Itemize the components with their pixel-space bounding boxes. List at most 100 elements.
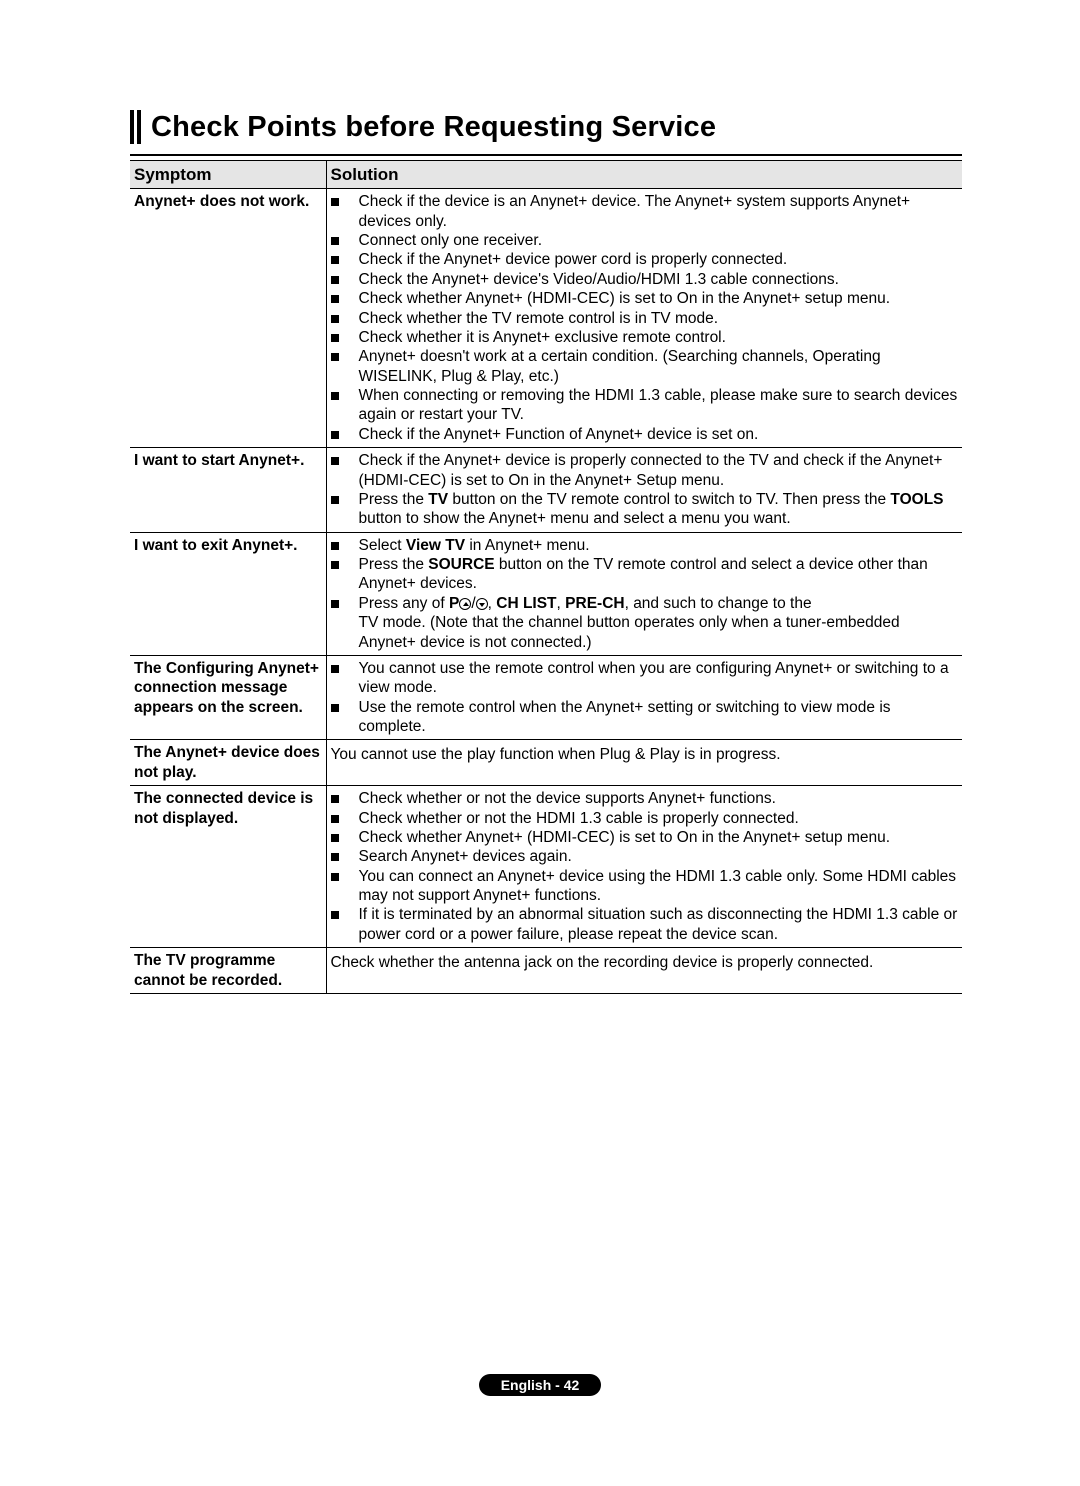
col-header-solution: Solution [326, 161, 962, 189]
col-header-symptom: Symptom [130, 161, 326, 189]
symptom-cell: The TV programme cannot be recorded. [130, 948, 326, 994]
page-title: Check Points before Requesting Service [151, 111, 716, 144]
table-row: I want to start Anynet+. Check if the Any… [130, 448, 962, 533]
solution-list: Select View TV in Anynet+ menu.Press the… [331, 536, 959, 652]
bullet-icon [331, 911, 339, 919]
bullet-icon [331, 704, 339, 712]
solution-cell: Check if the Anynet+ device is properly … [326, 448, 962, 533]
list-item: Press any of P/, CH LIST, PRE-CH, and su… [331, 594, 959, 652]
list-item: Check whether the TV remote control is i… [331, 309, 959, 328]
symptom-cell: The Configuring Anynet+ connection messa… [130, 655, 326, 740]
title-bars-icon [130, 110, 141, 144]
bullet-icon [331, 873, 339, 881]
table-row: The TV programme cannot be recorded.Chec… [130, 948, 962, 994]
table-row: The connected device is not displayed. Ch… [130, 786, 962, 948]
list-item: Check whether Anynet+ (HDMI-CEC) is set … [331, 828, 959, 847]
symptom-cell: I want to exit Anynet+. [130, 532, 326, 655]
list-item-text: You cannot use the remote control when y… [359, 659, 959, 698]
list-item-text: Press the TV button on the TV remote con… [359, 490, 959, 529]
list-item-text: Search Anynet+ devices again. [359, 847, 959, 866]
bullet-icon [331, 853, 339, 861]
solution-list: Check whether or not the device supports… [331, 789, 959, 944]
list-item-text: Anynet+ doesn't work at a certain condit… [359, 347, 959, 386]
table-row: The Anynet+ device does not play.You can… [130, 740, 962, 786]
list-item: You cannot use the remote control when y… [331, 659, 959, 698]
bullet-icon [331, 795, 339, 803]
table-header: Symptom Solution [130, 161, 962, 189]
symptom-cell: Anynet+ does not work. [130, 189, 326, 448]
list-item: Check if the Anynet+ device is properly … [331, 451, 959, 490]
list-item: Select View TV in Anynet+ menu. [331, 536, 959, 555]
bullet-icon [331, 542, 339, 550]
bullet-icon [331, 315, 339, 323]
list-item-text: Check whether Anynet+ (HDMI-CEC) is set … [359, 828, 959, 847]
list-item: Connect only one receiver. [331, 231, 959, 250]
solution-cell: You cannot use the remote control when y… [326, 655, 962, 740]
list-item-text: Check whether it is Anynet+ exclusive re… [359, 328, 959, 347]
troubleshoot-table: Symptom Solution Anynet+ does not work. C… [130, 160, 962, 994]
list-item-text: When connecting or removing the HDMI 1.3… [359, 386, 959, 425]
list-item: You can connect an Anynet+ device using … [331, 867, 959, 906]
bullet-icon [331, 237, 339, 245]
solution-text: You cannot use the play function when Pl… [331, 743, 959, 766]
list-item: Use the remote control when the Anynet+ … [331, 698, 959, 737]
list-item: If it is terminated by an abnormal situa… [331, 905, 959, 944]
list-item-text: Press the SOURCE button on the TV remote… [359, 555, 959, 594]
page: Check Points before Requesting Service S… [0, 0, 1080, 994]
list-item-text: Use the remote control when the Anynet+ … [359, 698, 959, 737]
bullet-icon [331, 665, 339, 673]
list-item: Check the Anynet+ device's Video/Audio/H… [331, 270, 959, 289]
symptom-cell: I want to start Anynet+. [130, 448, 326, 533]
bullet-icon [331, 276, 339, 284]
solution-list: You cannot use the remote control when y… [331, 659, 959, 737]
list-item-text: Check whether or not the HDMI 1.3 cable … [359, 809, 959, 828]
list-item-text: Check whether the TV remote control is i… [359, 309, 959, 328]
bullet-icon [331, 815, 339, 823]
bullet-icon [331, 198, 339, 206]
solution-list: Check if the Anynet+ device is properly … [331, 451, 959, 529]
table-row: Anynet+ does not work. Check if the devic… [130, 189, 962, 448]
list-item: Check whether or not the device supports… [331, 789, 959, 808]
bullet-icon [331, 457, 339, 465]
list-item: Check whether or not the HDMI 1.3 cable … [331, 809, 959, 828]
solution-list: Check if the device is an Anynet+ device… [331, 192, 959, 444]
page-footer: English - 42 [0, 1374, 1080, 1396]
table-body: Anynet+ does not work. Check if the devic… [130, 189, 962, 994]
solution-cell: Check whether or not the device supports… [326, 786, 962, 948]
symptom-cell: The connected device is not displayed. [130, 786, 326, 948]
list-item: Check if the device is an Anynet+ device… [331, 192, 959, 231]
bullet-icon [331, 496, 339, 504]
list-item: Check if the Anynet+ Function of Anynet+… [331, 425, 959, 444]
table-row: The Configuring Anynet+ connection messa… [130, 655, 962, 740]
bullet-icon [331, 295, 339, 303]
bullet-icon [331, 561, 339, 569]
list-item: Search Anynet+ devices again. [331, 847, 959, 866]
bullet-icon [331, 353, 339, 361]
bullet-icon [331, 256, 339, 264]
bullet-icon [331, 834, 339, 842]
list-item-text: You can connect an Anynet+ device using … [359, 867, 959, 906]
bullet-icon [331, 334, 339, 342]
list-item-text: Check whether Anynet+ (HDMI-CEC) is set … [359, 289, 959, 308]
solution-text: Check whether the antenna jack on the re… [331, 951, 959, 974]
list-item-text: Select View TV in Anynet+ menu. [359, 536, 959, 555]
list-item: Press the TV button on the TV remote con… [331, 490, 959, 529]
bullet-icon [331, 600, 339, 608]
title-divider [130, 154, 962, 156]
list-item-text: Check the Anynet+ device's Video/Audio/H… [359, 270, 959, 289]
solution-cell: Check whether the antenna jack on the re… [326, 948, 962, 994]
bullet-icon [331, 431, 339, 439]
list-item: Press the SOURCE button on the TV remote… [331, 555, 959, 594]
list-item: Anynet+ doesn't work at a certain condit… [331, 347, 959, 386]
list-item-text: Check if the device is an Anynet+ device… [359, 192, 959, 231]
list-item: When connecting or removing the HDMI 1.3… [331, 386, 959, 425]
list-item: Check whether Anynet+ (HDMI-CEC) is set … [331, 289, 959, 308]
footer-label: English - 42 [479, 1374, 602, 1396]
symptom-cell: The Anynet+ device does not play. [130, 740, 326, 786]
title-block: Check Points before Requesting Service [130, 110, 962, 144]
list-item-text: Press any of P/, CH LIST, PRE-CH, and su… [359, 594, 959, 652]
list-item-text: Connect only one receiver. [359, 231, 959, 250]
list-item-text: Check if the Anynet+ device is properly … [359, 451, 959, 490]
list-item-text: Check if the Anynet+ Function of Anynet+… [359, 425, 959, 444]
solution-cell: Check if the device is an Anynet+ device… [326, 189, 962, 448]
